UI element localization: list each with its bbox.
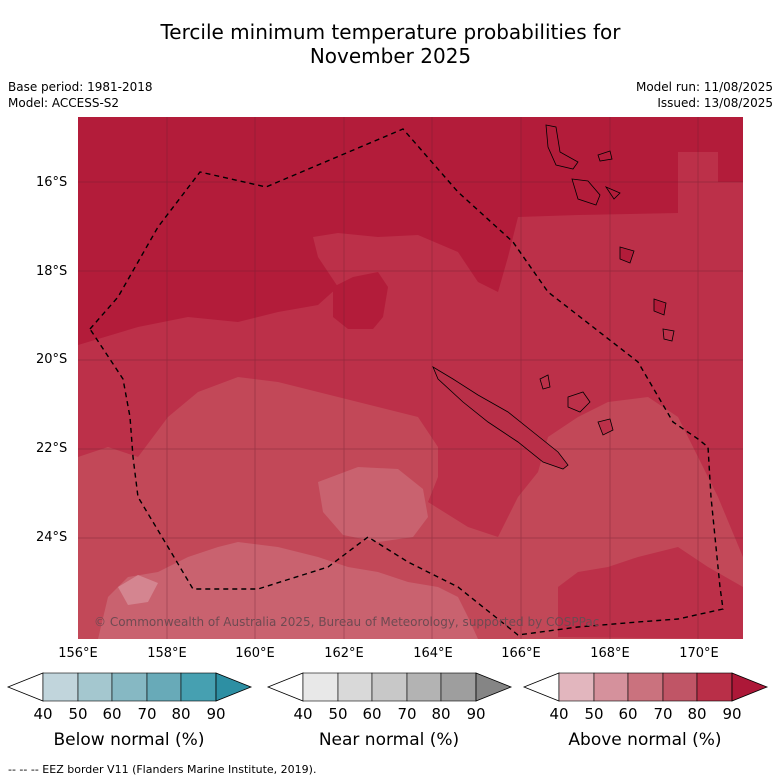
- legend-title-above: Above normal (%): [568, 730, 722, 750]
- copyright-text: © Commonwealth of Australia 2025, Bureau…: [94, 615, 599, 629]
- lat-label-24s: 24°S: [36, 530, 68, 545]
- near-tick-70: 70: [397, 705, 417, 723]
- legend-title-near: Near normal (%): [318, 730, 460, 750]
- below-tick-60: 60: [102, 705, 122, 723]
- lon-label-156e: 156°E: [58, 646, 98, 661]
- meta-left: Base period: 1981-2018 Model: ACCESS-S2: [8, 79, 153, 111]
- below-tick-40: 40: [33, 705, 53, 723]
- above-tick-70: 70: [653, 705, 673, 723]
- legend-near-normal: [266, 672, 513, 702]
- above-tick-50: 50: [584, 705, 604, 723]
- loyalty-island-3: [539, 374, 551, 390]
- above-tick-60: 60: [618, 705, 638, 723]
- loyalty-island-2: [597, 418, 614, 436]
- vanuatu-island-7: [662, 328, 675, 342]
- below-tick-80: 80: [171, 705, 191, 723]
- near-tick-90: 90: [466, 705, 486, 723]
- near-tick-40: 40: [293, 705, 313, 723]
- lon-label-164e: 164°E: [413, 646, 453, 661]
- map-title: Tercile minimum temperature probabilitie…: [0, 20, 781, 68]
- above-tick-40: 40: [549, 705, 569, 723]
- new-caledonia-island: [432, 366, 569, 470]
- near-tick-80: 80: [431, 705, 451, 723]
- below-tick-70: 70: [137, 705, 157, 723]
- issued-date: Issued: 13/08/2025: [657, 96, 773, 110]
- base-period: Base period: 1981-2018: [8, 80, 153, 94]
- vanuatu-island-4: [604, 186, 621, 200]
- vanuatu-island-5: [619, 246, 635, 264]
- below-tick-90: 90: [206, 705, 226, 723]
- model-name: Model: ACCESS-S2: [8, 96, 120, 110]
- eez-border: [89, 128, 724, 636]
- legend-above-normal: [522, 672, 769, 702]
- above-tick-80: 80: [687, 705, 707, 723]
- model-run: Model run: 11/08/2025: [635, 80, 773, 94]
- region-above-60: [98, 542, 478, 639]
- probability-map: © Commonwealth of Australia 2025, Bureau…: [78, 117, 743, 639]
- lon-label-158e: 158°E: [147, 646, 187, 661]
- vanuatu-island-3: [597, 150, 613, 162]
- loyalty-island-1: [567, 391, 591, 413]
- lat-label-18s: 18°S: [36, 264, 68, 279]
- vanuatu-island-1: [545, 124, 579, 170]
- eez-footer-note: -- -- -- EEZ border V11 (Flanders Marine…: [8, 763, 317, 776]
- lat-label-16s: 16°S: [36, 175, 68, 190]
- lon-label-170e: 170°E: [679, 646, 719, 661]
- legend-title-below: Below normal (%): [53, 730, 205, 750]
- lon-label-168e: 168°E: [590, 646, 630, 661]
- lon-label-160e: 160°E: [235, 646, 275, 661]
- near-tick-60: 60: [362, 705, 382, 723]
- title-line-2: November 2025: [309, 44, 472, 68]
- region-above-90-pocket: [333, 272, 388, 329]
- lon-label-162e: 162°E: [324, 646, 364, 661]
- title-line-1: Tercile minimum temperature probabilitie…: [160, 20, 621, 44]
- meta-right: Model run: 11/08/2025 Issued: 13/08/2025: [636, 79, 773, 111]
- legend-below-normal: [6, 672, 253, 702]
- region-above-80-pocket: [558, 547, 743, 639]
- vanuatu-island-2: [571, 178, 601, 206]
- legend-colorbars: [6, 672, 769, 702]
- lon-label-166e: 166°E: [501, 646, 541, 661]
- region-above-50: [118, 575, 158, 605]
- lat-label-22s: 22°S: [36, 441, 68, 456]
- graticule: [78, 117, 743, 639]
- lat-label-20s: 20°S: [36, 352, 68, 367]
- above-tick-90: 90: [722, 705, 742, 723]
- near-tick-50: 50: [328, 705, 348, 723]
- region-above-60-center: [318, 467, 428, 542]
- below-tick-50: 50: [68, 705, 88, 723]
- vanuatu-island-6: [653, 298, 667, 316]
